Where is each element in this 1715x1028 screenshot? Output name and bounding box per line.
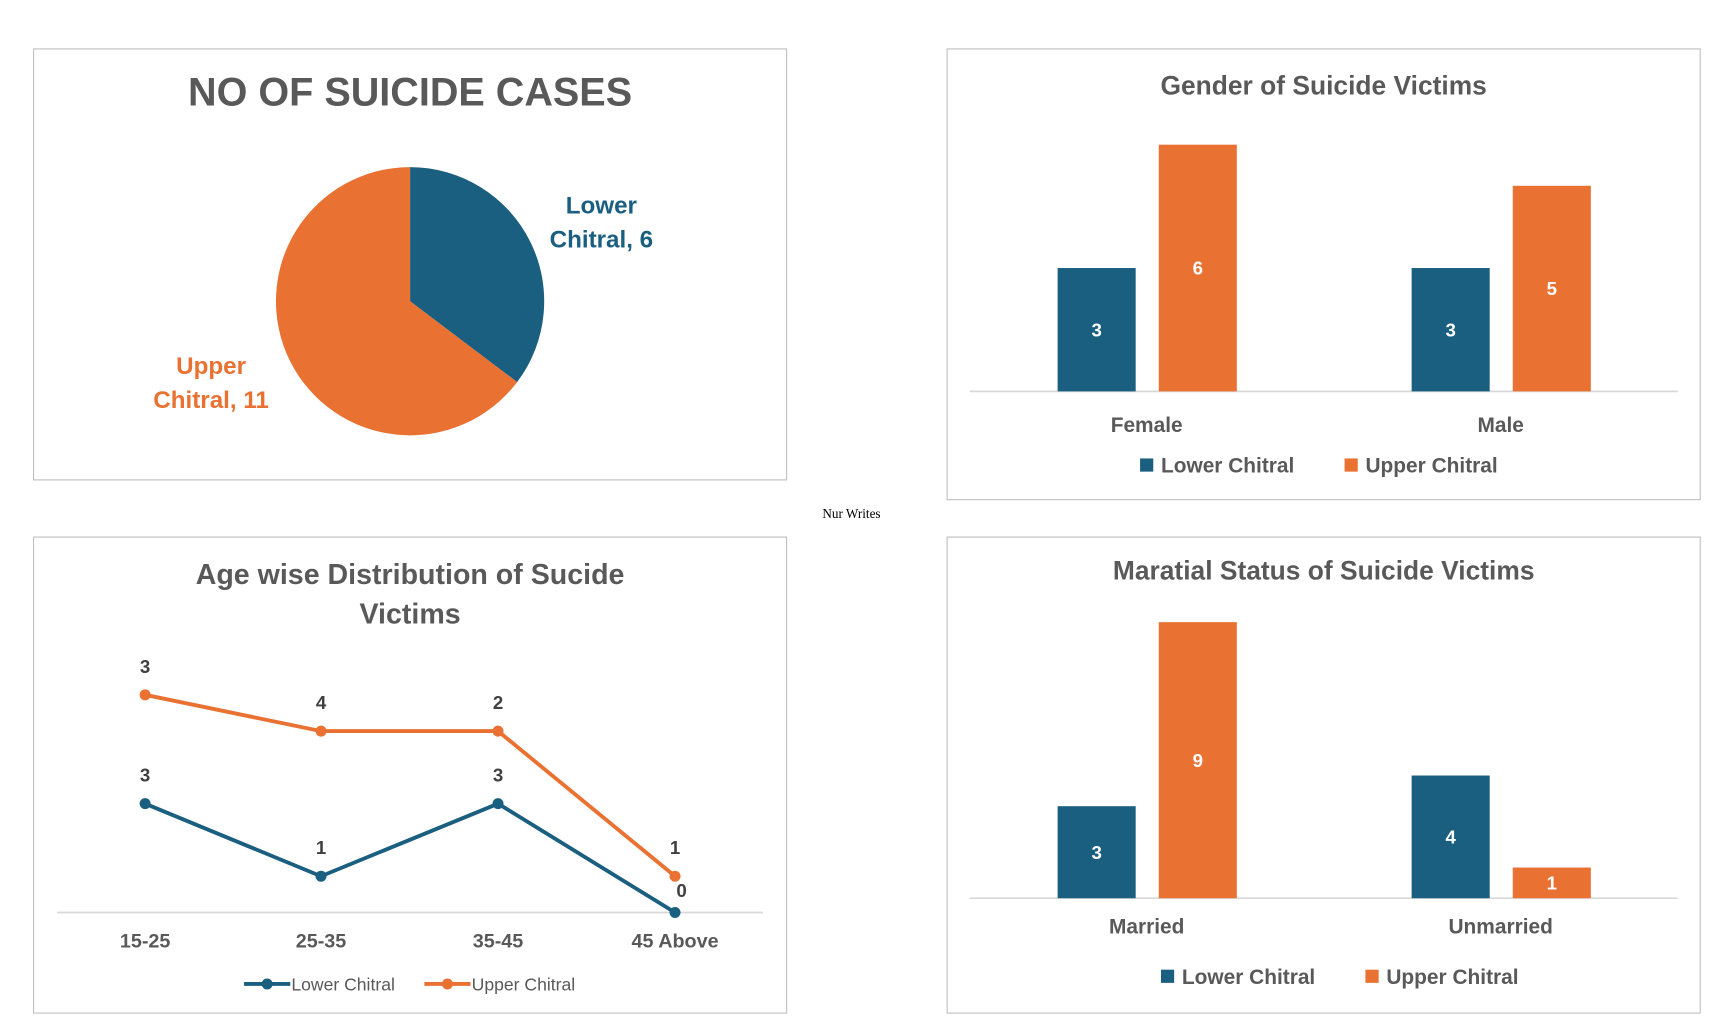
legend-swatch xyxy=(1365,969,1379,983)
pie-slice-lower xyxy=(410,167,545,383)
data-point xyxy=(492,725,504,737)
bar-upper xyxy=(1512,185,1591,392)
bar-data-label: 3 xyxy=(1091,842,1101,863)
point-label: 3 xyxy=(140,765,150,786)
data-point xyxy=(139,798,151,810)
data-point xyxy=(315,870,327,882)
x-tick-label: Male xyxy=(1477,414,1523,437)
pie-slice-upper xyxy=(275,167,518,436)
legend-label: Lower Chitral xyxy=(1182,966,1315,989)
bar-chart-title: Gender of Suicide Victims xyxy=(1160,71,1486,101)
bar-lower xyxy=(1411,775,1490,899)
pie-title: NO OF SUICIDE CASES xyxy=(188,71,632,115)
point-label: 3 xyxy=(140,656,150,677)
watermark: Nur Writes xyxy=(822,505,881,522)
marital-chart-panel xyxy=(946,536,1701,1014)
bar-data-label: 3 xyxy=(1091,319,1101,340)
x-tick-label: 15-25 xyxy=(120,931,171,953)
x-tick-label: Unmarried xyxy=(1448,915,1552,938)
bar-lower xyxy=(1057,268,1136,392)
x-tick-label: 45 Above xyxy=(631,931,718,953)
bar-data-label: 3 xyxy=(1445,319,1455,340)
point-label: 1 xyxy=(316,837,326,858)
line-series-upper xyxy=(144,692,677,878)
bar-chart-title: Maratial Status of Suicide Victims xyxy=(1113,555,1535,585)
legend-swatch xyxy=(1160,969,1175,983)
bar-lower xyxy=(1411,268,1490,392)
legend-label: Upper Chitral xyxy=(1365,455,1497,478)
line-series-lower xyxy=(144,801,677,915)
bar-upper xyxy=(1158,144,1237,392)
pie-label-upper: Upper xyxy=(176,353,246,380)
x-tick-label: Female xyxy=(1111,414,1183,437)
legend-label: Upper Chitral xyxy=(472,975,576,995)
bar-data-label: 5 xyxy=(1547,278,1557,299)
data-point xyxy=(315,725,327,737)
x-tick-label: Married xyxy=(1109,915,1184,938)
data-point xyxy=(492,798,504,810)
data-point xyxy=(139,689,151,701)
data-point xyxy=(669,907,681,918)
x-tick-label: 35-45 xyxy=(473,931,524,953)
x-tick-label: 25-35 xyxy=(296,931,347,953)
point-label: 2 xyxy=(493,692,503,713)
pie-label-upper: Chitral, 11 xyxy=(153,387,269,414)
legend-label: Lower Chitral xyxy=(1161,455,1294,478)
legend-label: Lower Chitral xyxy=(291,975,395,995)
legend-swatch xyxy=(1140,458,1154,472)
pie-label-lower: Lower xyxy=(566,192,638,219)
bar-data-label: 1 xyxy=(1547,872,1557,893)
bar-data-label: 9 xyxy=(1193,750,1203,771)
legend-swatch xyxy=(1344,458,1358,472)
data-point xyxy=(669,870,681,882)
bar-upper xyxy=(1512,867,1591,899)
point-label: 4 xyxy=(316,692,327,713)
point-label: 1 xyxy=(670,837,680,858)
bar-lower xyxy=(1057,806,1136,899)
bar-data-label: 6 xyxy=(1193,258,1203,279)
legend-label: Upper Chitral xyxy=(1386,966,1518,989)
line-chart-title: Victims xyxy=(360,598,461,630)
legend-marker xyxy=(441,978,453,990)
point-label: 3 xyxy=(493,765,503,786)
bar-data-label: 4 xyxy=(1445,826,1456,847)
line-chart-title: Age wise Distribution of Sucide xyxy=(196,559,625,591)
bar-upper xyxy=(1158,622,1237,899)
point-label: 0 xyxy=(676,880,686,901)
legend-marker xyxy=(261,978,273,990)
age-chart-panel xyxy=(32,536,788,1014)
pie-label-lower: Chitral, 6 xyxy=(550,226,653,253)
